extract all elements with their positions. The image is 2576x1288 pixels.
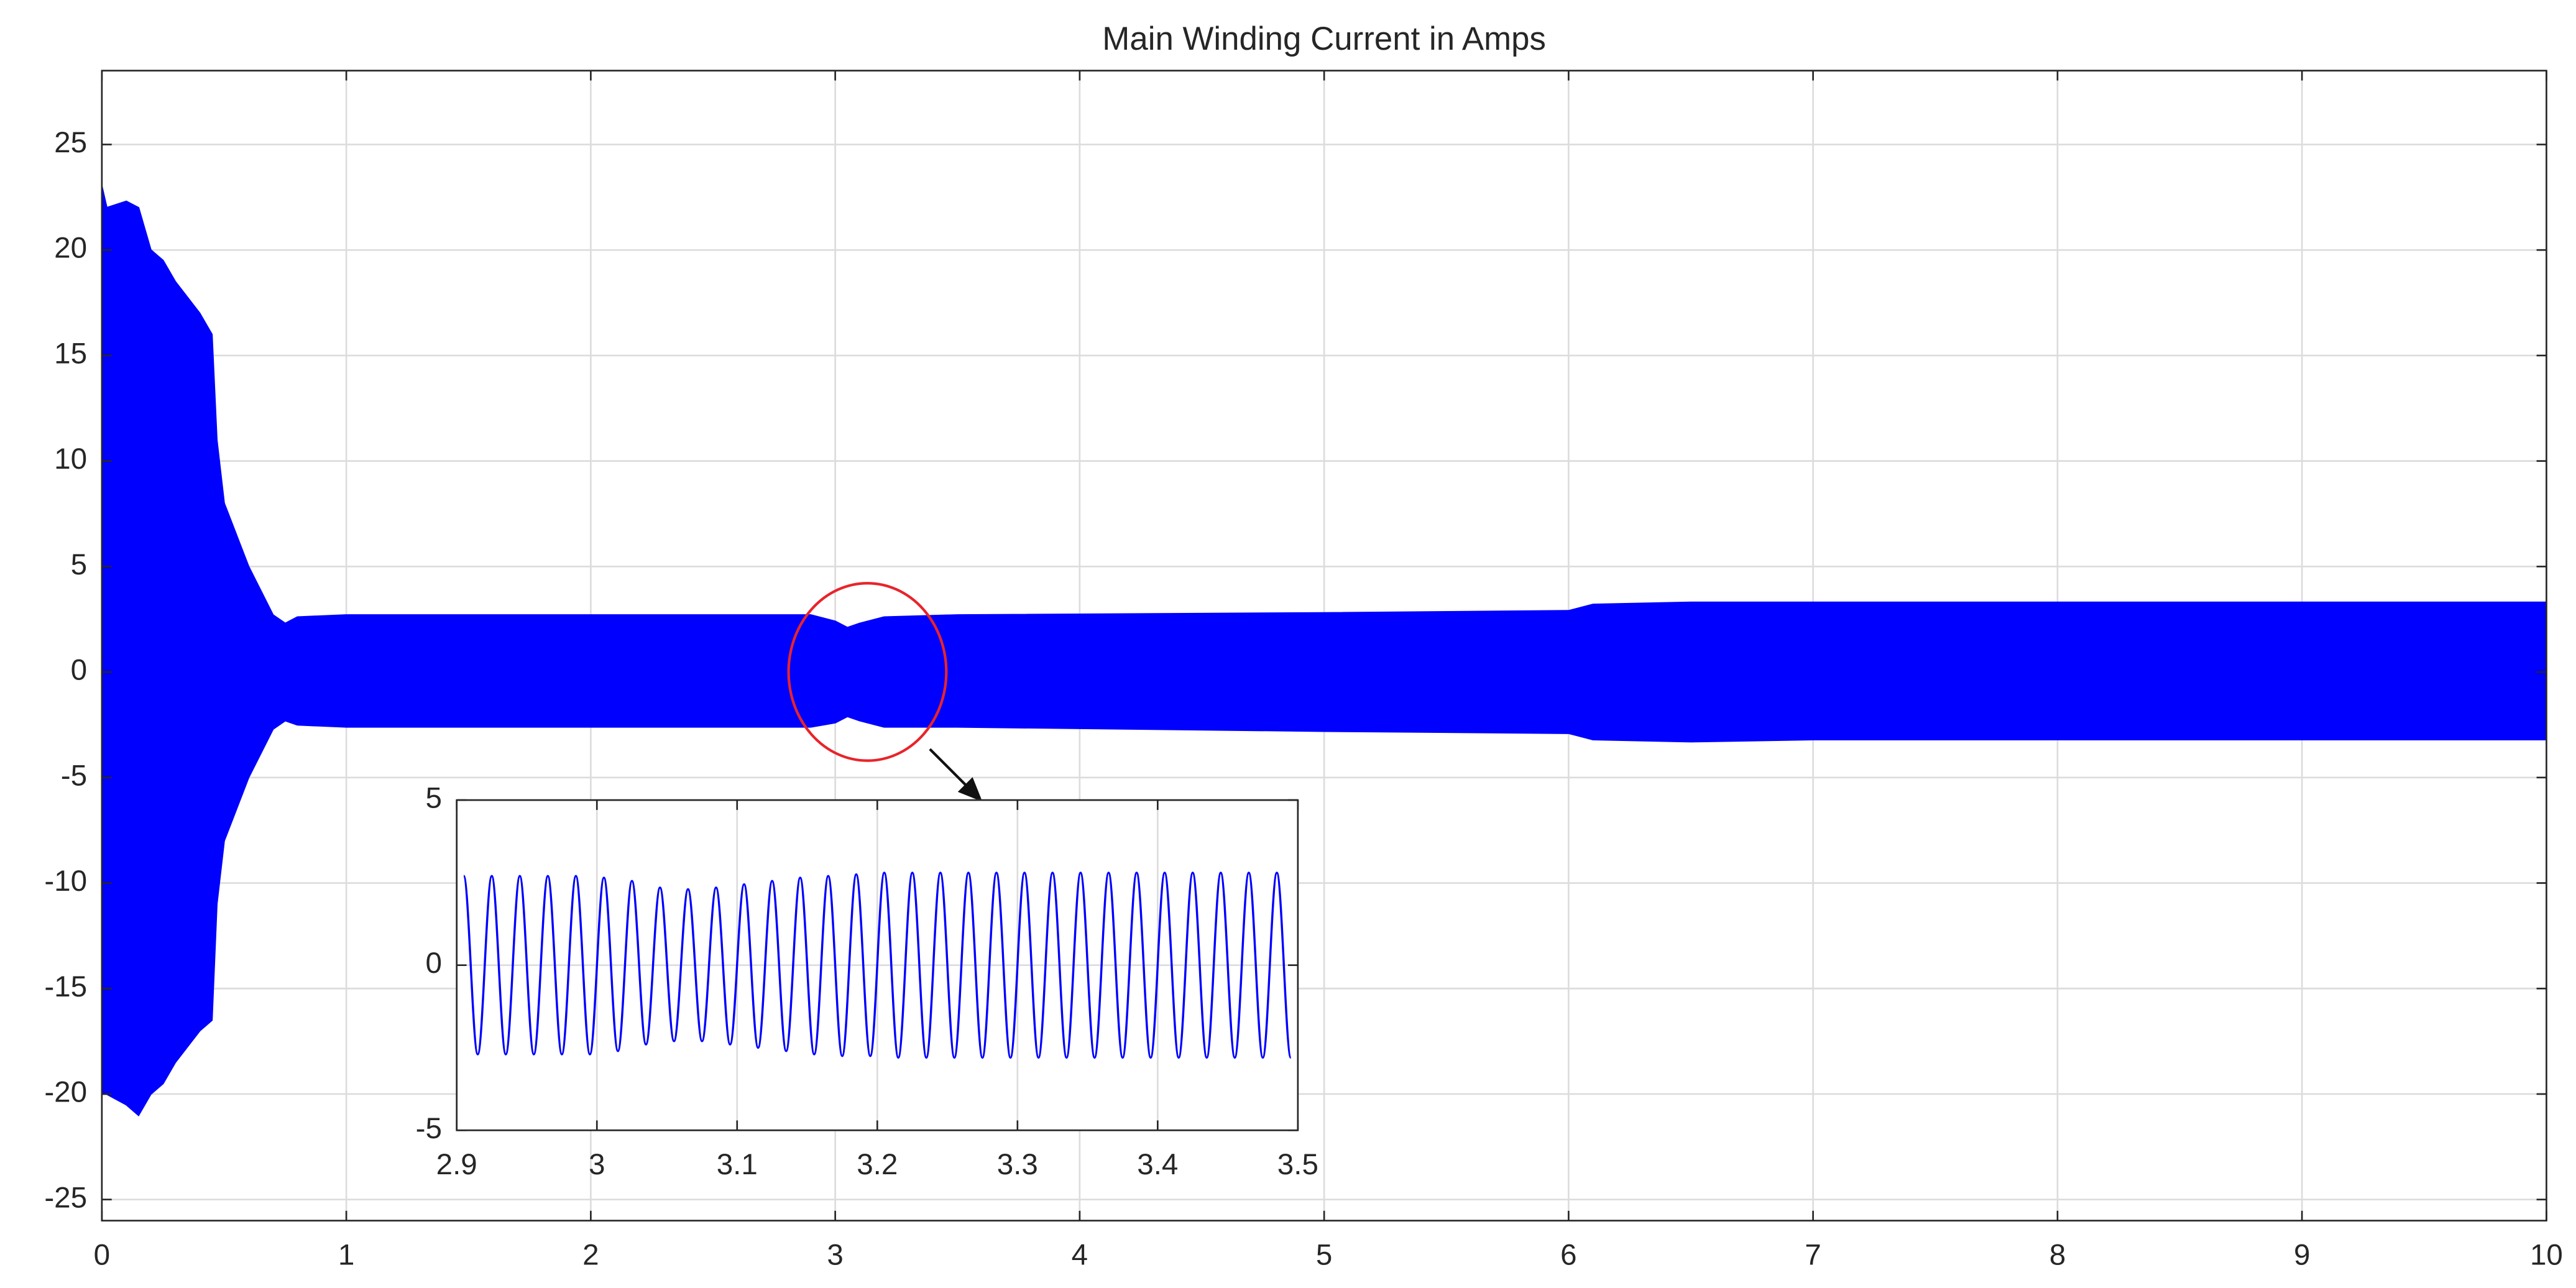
zoom-arrowhead (957, 777, 983, 802)
y-tick-label: 15 (54, 337, 87, 370)
area (101, 671, 2547, 1116)
x-tick-label: 3.5 (1277, 1148, 1318, 1181)
y-tick-label: -5 (61, 759, 87, 792)
x-tick-label: 3.4 (1137, 1148, 1178, 1181)
y-tick-label: -25 (44, 1181, 87, 1214)
x-tick-label: 2 (582, 1238, 599, 1271)
zoom-circle (787, 582, 948, 762)
x-tick-label: 4 (1072, 1238, 1088, 1271)
y-tick-label: 5 (425, 782, 441, 815)
y-tick-label: 0 (425, 947, 441, 980)
y-tick-label: 5 (71, 548, 87, 581)
y-tick-label: 25 (54, 126, 87, 159)
main-plot: 0 1 2 3 4 5 6 7 8 9 10 -25 -20 -15 -10 -5 0 5 10 15 20 25 (44, 70, 2563, 1271)
inset-plot: 2.9 3 3.1 3.2 3.3 3.4 3.5 -5 0 5 (416, 782, 1318, 1181)
x-tick-label: 2.9 (436, 1148, 477, 1181)
x-tick-label: 1 (338, 1238, 354, 1271)
x-tick-label: 9 (2294, 1238, 2310, 1271)
x-tick-label: 8 (2049, 1238, 2066, 1271)
y-tick-label: -5 (416, 1112, 442, 1145)
x-tick-label: 3.3 (997, 1148, 1038, 1181)
x-tick-label: 3.2 (857, 1148, 898, 1181)
y-tick-label: -15 (44, 970, 87, 1003)
x-tick-label: 3 (827, 1238, 843, 1271)
x-tick-label: 0 (94, 1238, 110, 1271)
y-tick-label: -10 (44, 865, 87, 898)
x-tick-label: 3 (589, 1148, 605, 1181)
zoom-annotation (787, 582, 983, 802)
y-tick-label: 10 (54, 443, 87, 476)
y-tick-label: 0 (71, 654, 87, 687)
chart-title: Main Winding Current in Amps (1102, 21, 1546, 57)
area (101, 186, 2547, 673)
x-tick-label: 7 (1805, 1238, 1821, 1271)
x-tick-label: 5 (1316, 1238, 1332, 1271)
x-tick-label: 6 (1560, 1238, 1576, 1271)
x-tick-label: 10 (2530, 1238, 2563, 1271)
y-tick-label: 20 (54, 232, 87, 265)
y-tick-label: -20 (44, 1076, 87, 1109)
x-tick-label: 3.1 (717, 1148, 758, 1181)
line (462, 872, 1292, 1059)
